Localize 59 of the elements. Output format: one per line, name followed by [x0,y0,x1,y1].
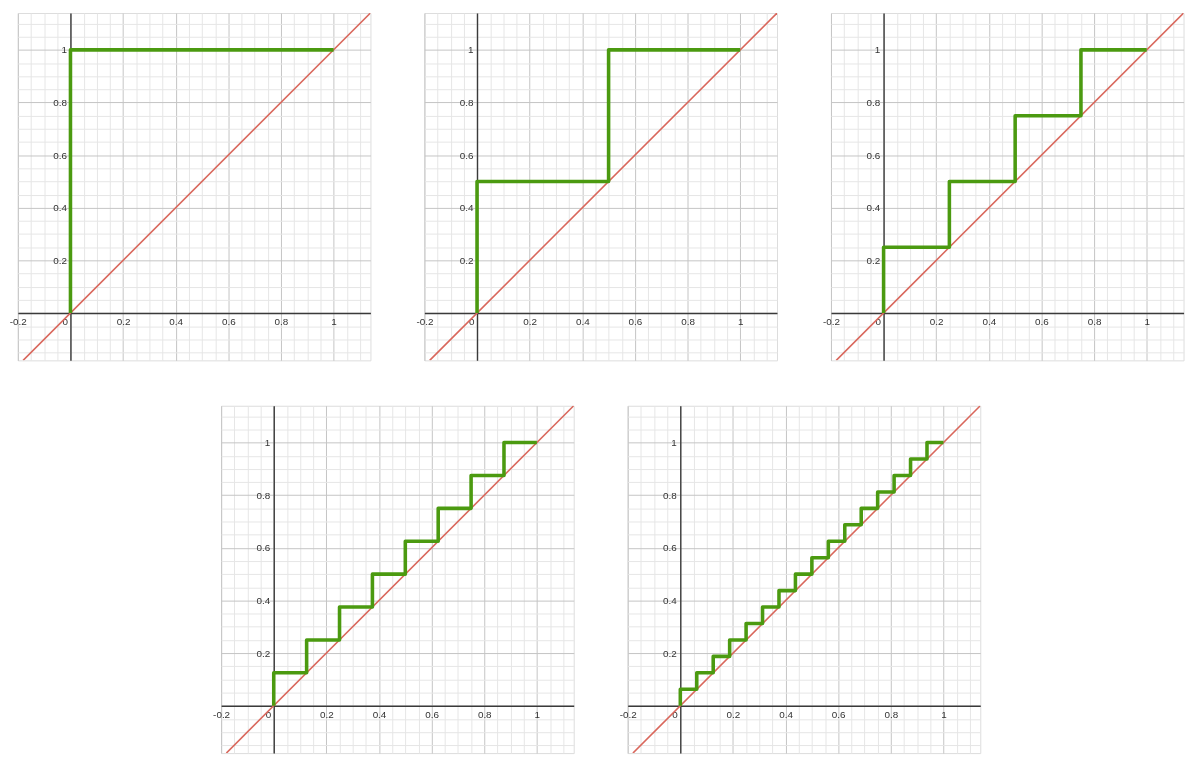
y-tick-label: 0.6 [53,149,68,161]
x-tick-label: 0 [875,316,882,328]
y-tick-label: 0.4 [459,202,475,214]
x-tick-label: 1 [941,709,948,721]
y-tick-label: 1 [264,437,271,449]
x-tick-label: 0.4 [982,316,997,328]
y-tick-label: 0.8 [53,96,68,108]
x-tick-label: 0 [265,709,272,721]
y-tick-label: 0.2 [256,647,271,659]
y-tick-label: 0.4 [866,202,881,214]
x-tick-label: -0.2 [822,316,840,328]
x-tick-label: 0.6 [628,316,643,328]
x-tick-label: 0.2 [726,709,741,721]
y-tick-label: 0.4 [663,594,678,606]
x-tick-label: 0.2 [523,316,538,328]
y-tick-label: 1 [671,437,678,449]
x-tick-label: 1 [534,709,541,721]
y-tick-label: 0.4 [256,594,271,606]
y-tick-label: 0.2 [663,647,677,659]
x-tick-label: 0.4 [779,709,794,721]
x-tick-label: 0.2 [929,316,944,328]
y-tick-label: 0.6 [663,542,678,554]
y-tick-label: 0.4 [53,202,68,214]
y-tick-label: 0.8 [256,489,271,501]
y-tick-label: 0.8 [459,96,475,108]
x-tick-label: -0.2 [213,709,231,721]
x-tick-label: 0 [672,709,679,721]
x-tick-label: 0.8 [1087,316,1102,328]
x-tick-label: 0 [62,316,69,328]
x-tick-label: 0.8 [274,316,289,328]
x-tick-label: 0.8 [681,316,696,328]
y-tick-label: 1 [874,44,881,56]
x-tick-label: -0.2 [9,316,27,328]
x-tick-label: 0.2 [116,316,131,328]
x-tick-label: 0.4 [372,709,387,721]
x-tick-label: -0.2 [619,709,637,721]
x-tick-label: 0.6 [831,709,847,721]
y-tick-label: 0.2 [53,254,67,266]
x-tick-label: 0.6 [425,709,440,721]
y-tick-label: 1 [61,44,68,56]
x-tick-label: 1 [1144,316,1151,328]
y-tick-label: 0.8 [866,96,881,108]
x-tick-label: -0.2 [416,316,434,328]
y-tick-label: 0.2 [866,254,881,266]
x-tick-label: 0.4 [169,316,184,328]
x-tick-label: 1 [737,316,744,328]
y-tick-label: 1 [468,44,475,56]
y-tick-label: 0.6 [459,149,475,161]
x-tick-label: 0.6 [1035,316,1050,328]
x-tick-label: 1 [331,316,338,328]
x-tick-label: 0.2 [320,709,334,721]
y-tick-label: 0.8 [663,489,678,501]
x-tick-label: 0.8 [477,709,493,721]
y-tick-label: 0.6 [866,149,881,161]
x-tick-label: 0.4 [575,316,591,328]
y-tick-label: 0.6 [256,542,271,554]
y-tick-label: 0.2 [459,254,474,266]
x-tick-label: 0.8 [884,709,899,721]
x-tick-label: 0.6 [221,316,237,328]
